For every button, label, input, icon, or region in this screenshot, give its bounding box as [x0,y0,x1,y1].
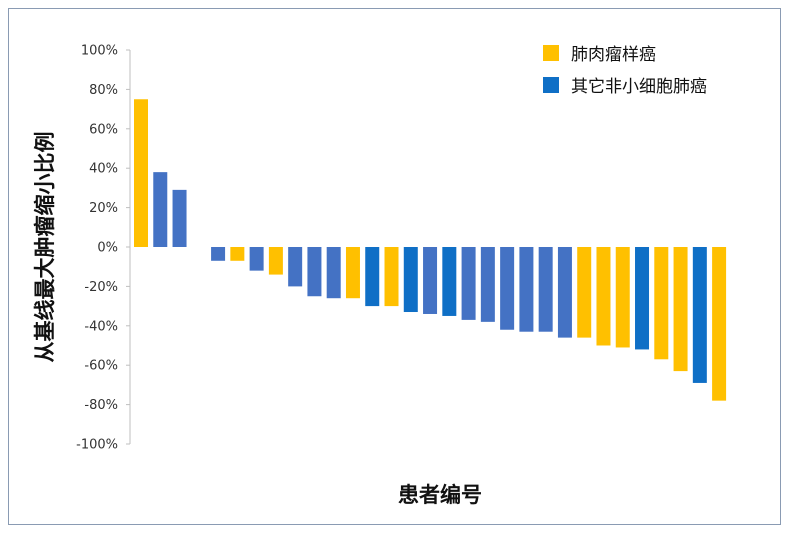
y-tick-label: 60% [89,122,118,137]
legend-label-sarcomatoid: 肺肉瘤样癌 [571,45,656,65]
bar-21 [519,247,534,332]
y-axis: 100% 80% 60% 40% 20% 0% -20% -40% -60% -80% -100% [76,44,131,453]
y-tick-label: 80% [89,83,118,98]
bar-7 [249,247,264,271]
bar-17 [442,247,457,316]
bar-28 [654,247,669,360]
bar-23 [557,247,572,338]
bar-3 [172,189,187,247]
bar-30 [692,247,707,383]
bar-9 [288,247,303,287]
bar-22 [538,247,553,332]
y-tick-label: 20% [89,201,118,216]
bars [134,99,727,401]
bar-6 [230,247,245,261]
bar-25 [596,247,611,346]
y-tick-label: -20% [84,280,118,295]
bar-11 [326,247,341,299]
bar-1 [134,99,148,247]
y-tick-label: 0% [97,241,118,256]
y-tick-label: -40% [84,319,118,334]
bar-14 [384,247,399,307]
bar-2 [153,172,168,247]
bar-16 [423,247,438,314]
y-axis-title: 从基线最大肿瘤缩小比例 [33,132,57,363]
bar-8 [268,247,283,275]
bar-19 [480,247,495,322]
bar-31 [712,247,727,401]
x-axis-title: 患者编号 [398,483,482,507]
bar-27 [635,247,650,350]
y-tick-label: -60% [84,359,118,374]
legend: 肺肉瘤样癌 其它非小细胞肺癌 [543,45,707,97]
bar-10 [307,247,322,297]
bar-29 [673,247,688,372]
bar-20 [500,247,515,330]
y-tick-label: 40% [89,162,118,177]
bar-13 [365,247,380,307]
bar-15 [403,247,418,313]
bar-24 [577,247,592,338]
y-tick-label: -100% [76,438,118,453]
y-tick-label: 100% [81,44,118,59]
legend-swatch-sarcomatoid [543,45,559,61]
bar-18 [461,247,476,320]
legend-label-other-nsclc: 其它非小细胞肺癌 [571,77,707,97]
bar-26 [615,247,630,348]
legend-swatch-other-nsclc [543,77,559,93]
bar-12 [345,247,360,299]
bar-5 [211,247,226,261]
y-tick-label: -80% [84,398,118,413]
